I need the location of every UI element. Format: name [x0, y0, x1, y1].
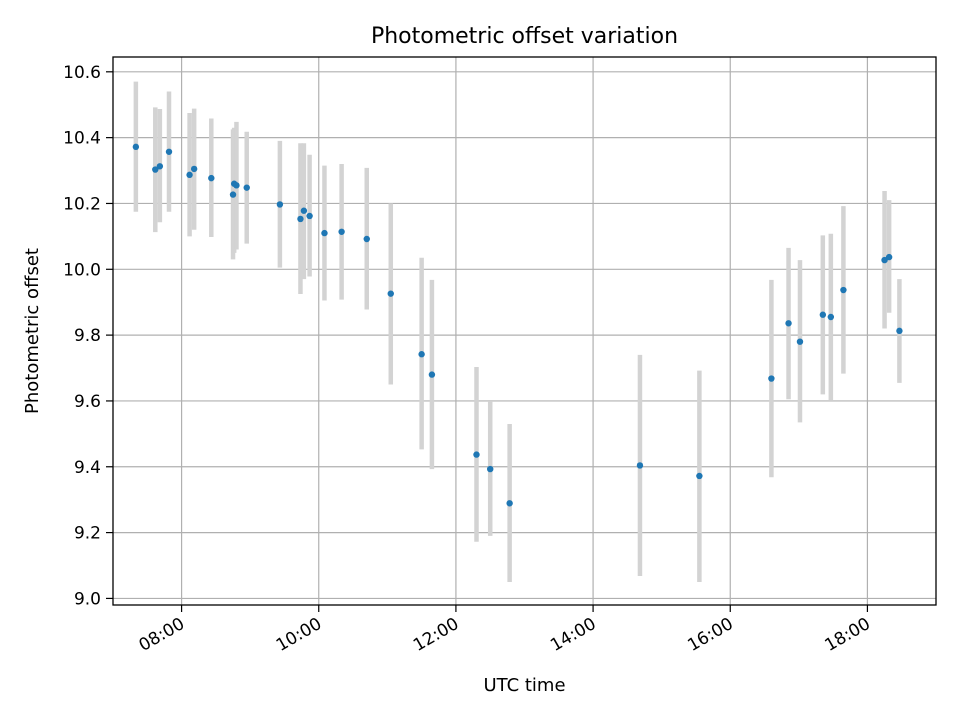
data-point	[190, 165, 198, 173]
data-point	[885, 253, 893, 261]
y-tick-label: 10.2	[63, 194, 101, 214]
data-point	[338, 228, 345, 235]
data-point	[233, 182, 240, 189]
data-point	[321, 229, 328, 237]
data-point	[487, 465, 494, 473]
data-point	[819, 311, 827, 318]
data-point	[363, 235, 370, 243]
data-point	[785, 320, 792, 327]
data-point	[229, 191, 237, 198]
y-tick-label: 10.4	[63, 129, 101, 149]
y-tick-label: 9.2	[74, 524, 101, 544]
y-tick-label: 9.8	[74, 326, 101, 346]
data-points	[132, 143, 903, 507]
data-point	[297, 215, 304, 223]
data-point	[428, 371, 436, 378]
y-tick-label: 10.0	[63, 260, 101, 280]
data-point	[881, 256, 888, 264]
data-point	[636, 462, 644, 469]
data-point	[796, 338, 804, 345]
y-tick-label: 10.6	[63, 63, 101, 83]
data-point	[506, 500, 513, 507]
chart-title: Photometric offset variation	[371, 24, 678, 49]
data-point	[156, 163, 164, 170]
x-axis-label: UTC time	[483, 675, 565, 696]
data-point	[165, 148, 173, 155]
data-point	[186, 171, 193, 179]
y-axis: 9.0 9.2 9.4 9.6 9.8 10.0 10.2 10.4 10.6	[63, 63, 113, 609]
data-point	[696, 472, 703, 480]
data-point	[276, 201, 284, 208]
plot-frame	[112, 56, 937, 606]
data-point	[306, 212, 313, 220]
y-tick-label: 9.6	[74, 392, 101, 412]
grid	[113, 57, 936, 605]
data-point	[387, 290, 394, 297]
y-axis-label: Photometric offset	[22, 248, 43, 414]
data-point	[840, 286, 847, 294]
data-point	[300, 207, 308, 214]
y-tick-label: 9.0	[74, 589, 101, 609]
data-point	[152, 166, 159, 173]
y-tick-label: 9.4	[74, 458, 101, 478]
data-point	[243, 184, 250, 191]
data-point	[473, 451, 480, 458]
data-point	[132, 143, 140, 151]
data-point	[768, 375, 775, 382]
data-point	[208, 174, 215, 182]
data-point	[896, 327, 903, 335]
data-point	[827, 313, 835, 321]
data-point	[418, 351, 425, 358]
